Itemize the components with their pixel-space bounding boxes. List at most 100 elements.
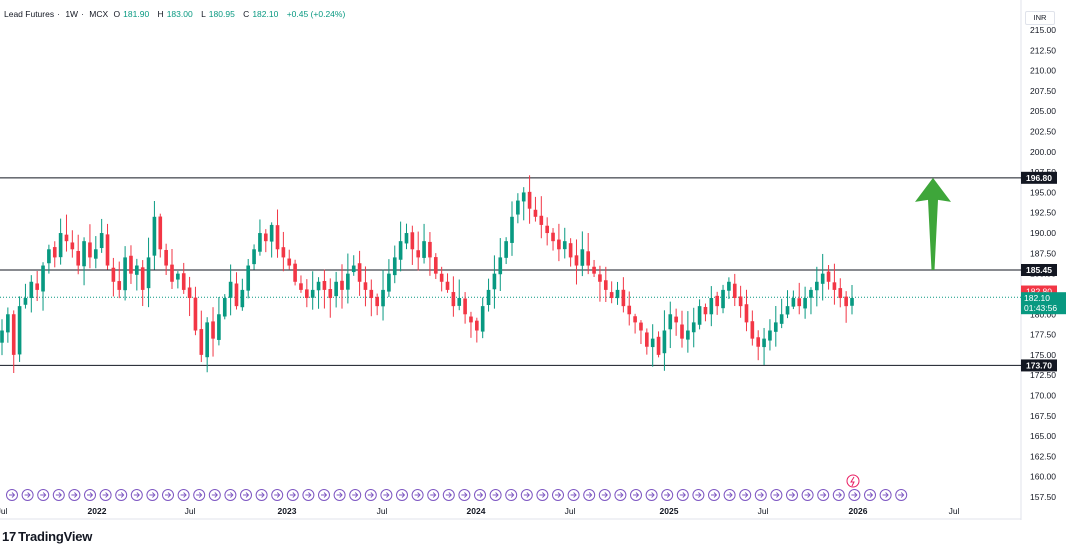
- candle-body: [351, 265, 356, 273]
- event-marker-glyph: [383, 492, 390, 498]
- time-tick-label: 2024: [467, 506, 486, 516]
- candle-body: [111, 267, 116, 282]
- last-price-label: 182.10: [1024, 293, 1050, 303]
- candle-body: [445, 281, 450, 290]
- candle-body: [551, 232, 555, 242]
- event-marker-glyph: [196, 492, 203, 498]
- candle-body: [29, 281, 34, 299]
- event-marker-glyph: [321, 492, 328, 498]
- candle-body: [41, 265, 45, 292]
- candle-body: [504, 241, 508, 258]
- candle-body: [715, 295, 719, 307]
- candle-body: [738, 296, 743, 307]
- candle-body: [609, 292, 614, 299]
- lightning-glyph: [850, 476, 855, 487]
- event-marker-glyph: [258, 492, 265, 498]
- up-arrow-drawing[interactable]: [915, 177, 951, 270]
- price-tick-label: 170.00: [1030, 390, 1056, 400]
- price-tick-label: 180.00: [1030, 309, 1056, 319]
- event-marker-glyph: [679, 492, 686, 498]
- candle-body: [64, 234, 69, 242]
- candle-body: [580, 249, 585, 266]
- horizontal-level-badge: [1021, 263, 1057, 276]
- candle-body: [176, 273, 180, 280]
- candle-body: [0, 330, 4, 343]
- horizontal-level-label: 173.70: [1026, 360, 1052, 370]
- event-marker-glyph: [882, 492, 889, 498]
- candle-body: [627, 305, 632, 315]
- price-tick-label: 205.00: [1030, 106, 1056, 116]
- candle-body: [246, 265, 251, 291]
- candle-body: [568, 243, 573, 258]
- candle-body: [322, 280, 327, 290]
- last-price-badge: [1021, 292, 1066, 315]
- price-tick-label: 195.00: [1030, 187, 1056, 197]
- brand-name: TradingView: [18, 529, 93, 544]
- event-marker-glyph: [773, 492, 780, 498]
- candle-body: [492, 273, 497, 290]
- candle-body: [732, 283, 737, 299]
- candle-body: [768, 330, 772, 341]
- candle-body: [598, 274, 602, 282]
- candle-body: [433, 257, 438, 274]
- event-marker-glyph: [523, 492, 530, 498]
- candle-body: [123, 257, 127, 291]
- candle-body: [557, 239, 561, 250]
- event-marker-glyph: [789, 492, 796, 498]
- time-tick-label: Jul: [949, 506, 960, 516]
- event-marker-glyph: [539, 492, 546, 498]
- candle-body: [35, 283, 39, 290]
- candle-body: [222, 298, 227, 317]
- price-tick-label: 175.00: [1030, 350, 1056, 360]
- candle-body: [428, 241, 432, 258]
- candle-body: [797, 298, 802, 307]
- event-marker-glyph: [617, 492, 624, 498]
- price-tick-label: 172.50: [1030, 370, 1056, 380]
- candle-body: [99, 233, 104, 249]
- candle-body: [199, 329, 204, 355]
- lightning-event-icon[interactable]: [846, 474, 860, 488]
- candle-body: [404, 233, 409, 244]
- candle-body: [205, 322, 209, 358]
- candle-body: [521, 192, 526, 202]
- candle-body: [615, 289, 620, 299]
- candle-body: [281, 247, 286, 258]
- horizontal-level-badge: [1021, 359, 1057, 372]
- candle-body: [439, 273, 444, 282]
- candle-body: [299, 283, 303, 290]
- candle-body: [240, 289, 245, 308]
- candle-body: [70, 242, 75, 250]
- candle-body: [674, 316, 678, 323]
- candle-body: [533, 209, 538, 217]
- interval-label[interactable]: 1W: [65, 9, 79, 19]
- candle-body: [639, 322, 643, 331]
- time-tick-label: Jul: [377, 506, 388, 516]
- event-marker-glyph: [711, 492, 718, 498]
- event-marker-glyph: [414, 492, 421, 498]
- candle-body: [832, 282, 837, 290]
- event-marker-glyph: [461, 492, 468, 498]
- candle-body: [88, 242, 92, 258]
- candle-body: [498, 257, 503, 275]
- event-marker-glyph: [820, 492, 827, 498]
- candle-body: [228, 281, 233, 298]
- candle-body: [469, 316, 473, 323]
- candle-body: [539, 215, 544, 225]
- event-marker-glyph: [71, 492, 78, 498]
- currency-button[interactable]: INR: [1025, 11, 1055, 25]
- event-marker-glyph: [227, 492, 234, 498]
- time-tick-label: 2026: [849, 506, 868, 516]
- bid-price-label: 182.80: [1026, 287, 1052, 297]
- event-marker-glyph: [133, 492, 140, 498]
- bid-price-badge: [1021, 285, 1057, 297]
- event-marker-glyph: [243, 492, 250, 498]
- candle-body: [293, 263, 297, 282]
- candle-body: [76, 250, 81, 266]
- event-marker-glyph: [399, 492, 406, 498]
- candle-body: [52, 247, 57, 258]
- event-marker-glyph: [664, 492, 671, 498]
- candle-body: [686, 330, 690, 340]
- symbol-name[interactable]: Lead Futures: [4, 9, 55, 19]
- candle-body: [668, 314, 673, 330]
